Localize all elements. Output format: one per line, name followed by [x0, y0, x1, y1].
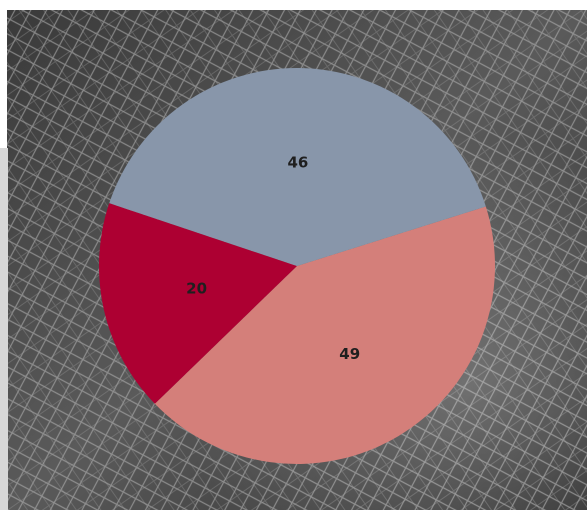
pie-slice-label-2: 46 — [287, 154, 308, 172]
pie-slice-label-1: 20 — [186, 279, 207, 297]
pie-slice-label-0: 49 — [339, 345, 360, 363]
